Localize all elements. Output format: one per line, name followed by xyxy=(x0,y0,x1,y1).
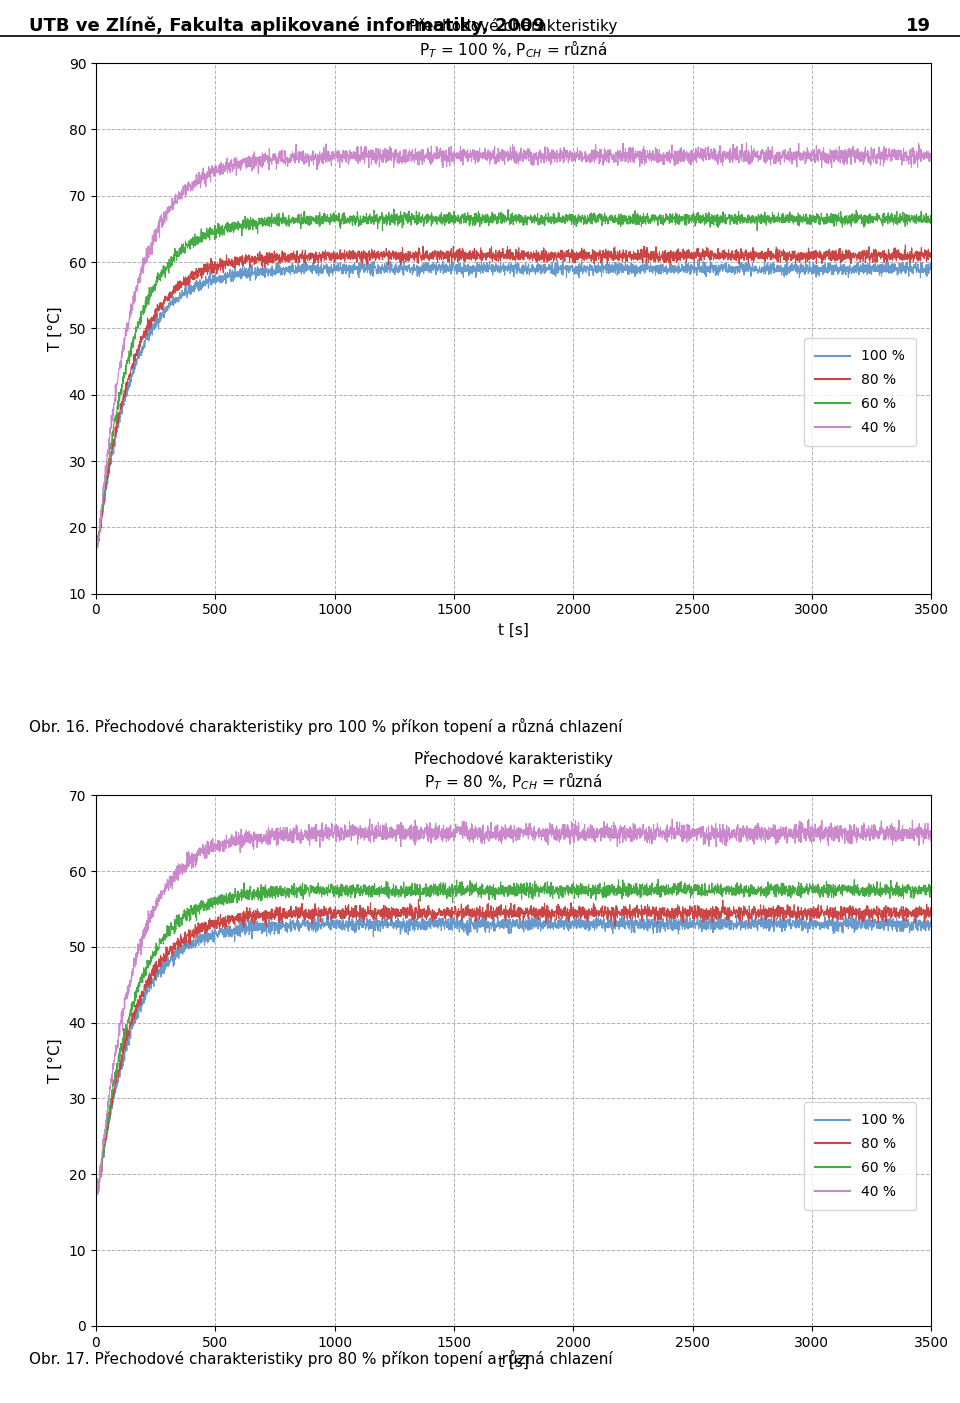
Text: Obr. 16. Přechodové charakteristiky pro 100 % příkon topení a různá chlazení: Obr. 16. Přechodové charakteristiky pro … xyxy=(29,718,622,735)
X-axis label: t [s]: t [s] xyxy=(498,623,529,638)
Legend: 100 %, 80 %, 60 %, 40 %: 100 %, 80 %, 60 %, 40 % xyxy=(804,1103,916,1209)
Legend: 100 %, 80 %, 60 %, 40 %: 100 %, 80 %, 60 %, 40 % xyxy=(804,338,916,446)
Text: 19: 19 xyxy=(906,17,931,35)
Text: UTB ve Zlíně, Fakulta aplikované informatiky, 2009: UTB ve Zlíně, Fakulta aplikované informa… xyxy=(29,17,544,35)
Title: Přechodové charakteristiky
P$_T$ = 100 %, P$_{CH}$ = různá: Přechodové charakteristiky P$_T$ = 100 %… xyxy=(409,18,618,59)
Y-axis label: T [°C]: T [°C] xyxy=(48,306,63,351)
Y-axis label: T [°C]: T [°C] xyxy=(48,1038,63,1083)
Text: Obr. 17. Přechodové charakteristiky pro 80 % příkon topení a různá chlazení: Obr. 17. Přechodové charakteristiky pro … xyxy=(29,1350,612,1367)
X-axis label: t [s]: t [s] xyxy=(498,1355,529,1371)
Title: Přechodové karakteristiky
P$_T$ = 80 %, P$_{CH}$ = různá: Přechodové karakteristiky P$_T$ = 80 %, … xyxy=(414,751,613,791)
